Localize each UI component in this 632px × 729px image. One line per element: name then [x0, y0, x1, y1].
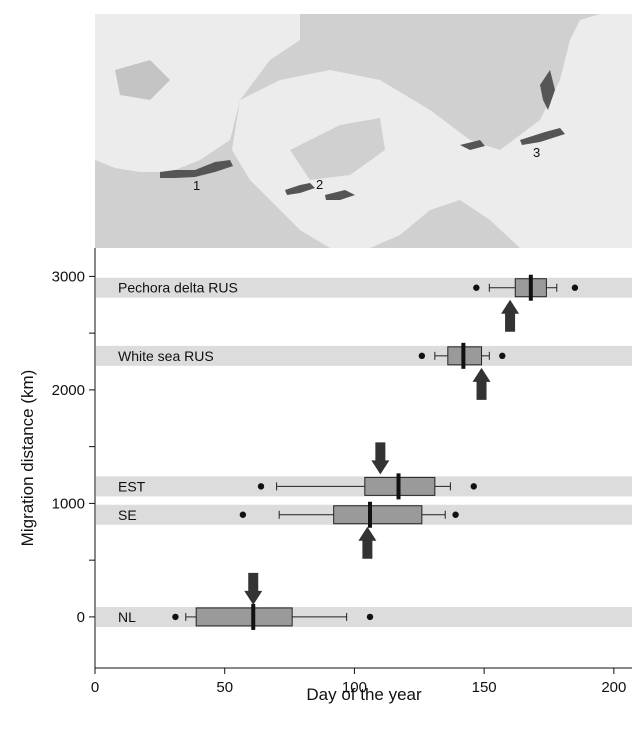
group-band	[96, 345, 632, 366]
map-sea-inner	[290, 118, 385, 180]
map-panel: 1 2 3	[95, 14, 632, 248]
x-tick-label: 200	[601, 679, 626, 696]
outlier-point	[257, 483, 265, 490]
outlier-point	[366, 613, 374, 621]
group-label: SE	[118, 507, 137, 523]
map-site-2	[285, 183, 355, 200]
band-layer	[96, 277, 632, 627]
group-label: White sea RUS	[118, 348, 214, 364]
outlier-point	[239, 511, 247, 518]
map-land-north	[232, 14, 632, 248]
arrival-arrow	[244, 572, 263, 605]
box-layer	[172, 274, 579, 630]
map-label-3: 3	[533, 145, 540, 160]
map-land-west	[95, 14, 300, 172]
arrival-arrow	[472, 367, 491, 400]
outlier-point	[418, 352, 426, 360]
map-label-1: 1	[193, 178, 200, 193]
x-tick-label: 0	[91, 679, 99, 696]
y-axis-label: Migration distance (km)	[18, 370, 37, 547]
x-tick-layer: 0 50 100 150 200	[91, 668, 626, 696]
x-axis-label: Day of the year	[306, 685, 422, 704]
x-tick-label: 50	[216, 679, 233, 696]
y-tick-label: 0	[77, 609, 85, 626]
arrow-layer	[244, 299, 520, 605]
outlier-point	[499, 352, 506, 360]
y-tick-layer: 0 1000 2000 3000	[52, 268, 95, 626]
outlier-point	[172, 613, 179, 621]
group-label-layer: Pechora delta RUS White sea RUS EST SE NL	[118, 280, 238, 625]
arrival-arrow	[501, 299, 520, 332]
x-tick-label: 100	[342, 679, 367, 696]
y-tick-label: 1000	[52, 495, 85, 512]
group-label: EST	[118, 478, 146, 494]
map-label-2: 2	[316, 177, 323, 192]
group-label: NL	[118, 609, 136, 625]
group-band	[96, 277, 632, 298]
outlier-point	[571, 284, 579, 291]
box	[333, 505, 423, 525]
box	[195, 607, 293, 627]
outlier-point	[470, 483, 477, 490]
x-tick-label: 150	[472, 679, 497, 696]
y-tick-label: 3000	[52, 268, 85, 285]
outlier-point	[452, 511, 459, 518]
arrival-arrow	[358, 526, 377, 559]
map-island-west	[115, 60, 170, 100]
arrival-arrow	[371, 442, 390, 475]
group-label: Pechora delta RUS	[118, 280, 238, 296]
map-site-1	[160, 160, 233, 178]
outlier-point	[473, 284, 480, 291]
y-tick-label: 2000	[52, 382, 85, 399]
